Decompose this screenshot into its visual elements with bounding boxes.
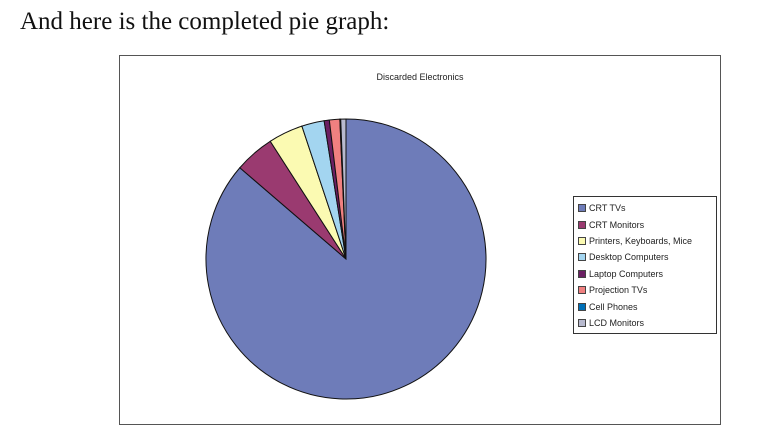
legend-swatch [578,220,586,229]
pie-slice-lcd-monitors [340,118,347,260]
legend-label: LCD Monitors [589,317,645,328]
intro-text: And here is the completed pie graph: [20,8,390,35]
legend-item: LCD Monitors [574,315,716,331]
pie-slice-crt-tvs [205,118,487,400]
legend-item: Desktop Computers [574,249,716,265]
legend-swatch [578,286,586,295]
legend-item: CRT TVs [574,200,716,216]
pie-chart [205,118,487,400]
legend-item: Laptop Computers [574,266,716,282]
legend-swatch [578,204,586,213]
legend-swatch [578,236,586,245]
legend-item: Printers, Keyboards, Mice [574,233,716,249]
legend-label: Laptop Computers [589,268,664,279]
legend-label: CRT TVs [589,203,626,214]
chart-frame: Discarded Electronics CRT TVs CRT Monitor… [119,55,721,425]
legend-item: Projection TVs [574,282,716,298]
legend-label: Printers, Keyboards, Mice [589,235,693,246]
legend-swatch [578,302,586,311]
legend-item: CRT Monitors [574,216,716,232]
legend-label: CRT Monitors [589,219,645,230]
legend: CRT TVs CRT Monitors Printers, Keyboards, … [573,196,717,335]
legend-swatch [578,253,586,262]
legend-label: Projection TVs [589,285,648,296]
legend-label: Desktop Computers [589,252,669,263]
legend-swatch [578,318,586,327]
legend-swatch [578,269,586,278]
legend-item: Cell Phones [574,298,716,314]
legend-label: Cell Phones [589,301,638,312]
chart-title: Discarded Electronics [376,72,464,82]
